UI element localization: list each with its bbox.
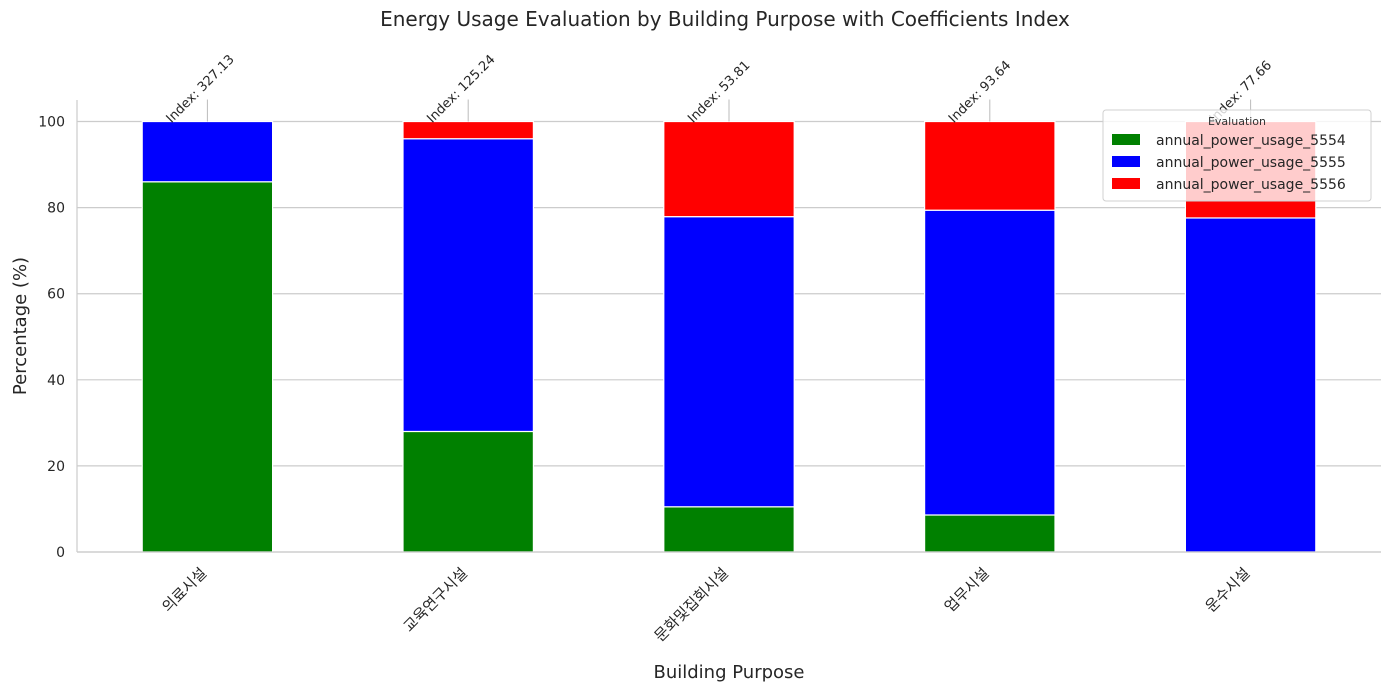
bars bbox=[141, 120, 1317, 553]
bar-annual_power_usage_5554-3 bbox=[923, 514, 1056, 553]
y-tick-label: 100 bbox=[38, 115, 65, 131]
index-annotation: Index: 327.13 bbox=[164, 52, 238, 126]
index-annotation: Index: 93.64 bbox=[946, 58, 1014, 126]
y-tick-label: 40 bbox=[47, 373, 65, 389]
index-annotation: Index: 125.24 bbox=[424, 52, 498, 126]
bar-annual_power_usage_5555-0 bbox=[141, 120, 274, 183]
legend-box bbox=[1102, 109, 1372, 202]
x-tick-label: 교육연구시설 bbox=[400, 564, 471, 635]
legend-label: annual_power_usage_5555 bbox=[1156, 155, 1346, 171]
bar-annual_power_usage_5555-3 bbox=[923, 209, 1056, 516]
x-tick-label: 업무시설 bbox=[941, 564, 993, 616]
legend: Evaluation annual_power_usage_5554annual… bbox=[1102, 109, 1372, 202]
bar-annual_power_usage_5554-1 bbox=[402, 430, 534, 553]
legend-label: annual_power_usage_5556 bbox=[1156, 177, 1346, 193]
bar-annual_power_usage_5556-2 bbox=[663, 120, 795, 218]
chart-title: Energy Usage Evaluation by Building Purp… bbox=[380, 7, 1070, 31]
x-tick-label: 운수시설 bbox=[1202, 564, 1254, 616]
x-tick-label: 의료시설 bbox=[158, 564, 210, 616]
bar-annual_power_usage_5554-0 bbox=[141, 181, 274, 553]
bar-annual_power_usage_5555-1 bbox=[402, 138, 534, 433]
x-axis-label: Building Purpose bbox=[654, 662, 805, 683]
legend-label: annual_power_usage_5554 bbox=[1156, 133, 1346, 149]
bar-annual_power_usage_5556-1 bbox=[402, 120, 534, 140]
bar-annual_power_usage_5555-4 bbox=[1184, 217, 1317, 553]
legend-swatch bbox=[1112, 178, 1140, 189]
y-ticks: 0 20 40 60 80 100 bbox=[38, 115, 65, 561]
y-axis-label: Percentage (%) bbox=[10, 257, 31, 395]
legend-title: Evaluation bbox=[1208, 115, 1266, 128]
y-tick-label: 60 bbox=[47, 287, 65, 303]
y-tick-label: 20 bbox=[47, 459, 65, 475]
legend-swatch bbox=[1112, 156, 1140, 167]
x-tick-label: 문화및집회시설 bbox=[651, 564, 732, 645]
bar-annual_power_usage_5554-2 bbox=[663, 506, 795, 553]
x-ticks: 의료시설 교육연구시설 문화및집회시설 업무시설 운수시설 bbox=[158, 564, 1253, 645]
bar-annual_power_usage_5555-2 bbox=[663, 216, 795, 508]
y-tick-label: 80 bbox=[47, 201, 65, 217]
bar-annual_power_usage_5556-3 bbox=[923, 120, 1056, 211]
legend-swatch bbox=[1112, 134, 1140, 145]
y-tick-label: 0 bbox=[56, 545, 65, 561]
index-annotation: Index: 53.81 bbox=[685, 58, 753, 126]
